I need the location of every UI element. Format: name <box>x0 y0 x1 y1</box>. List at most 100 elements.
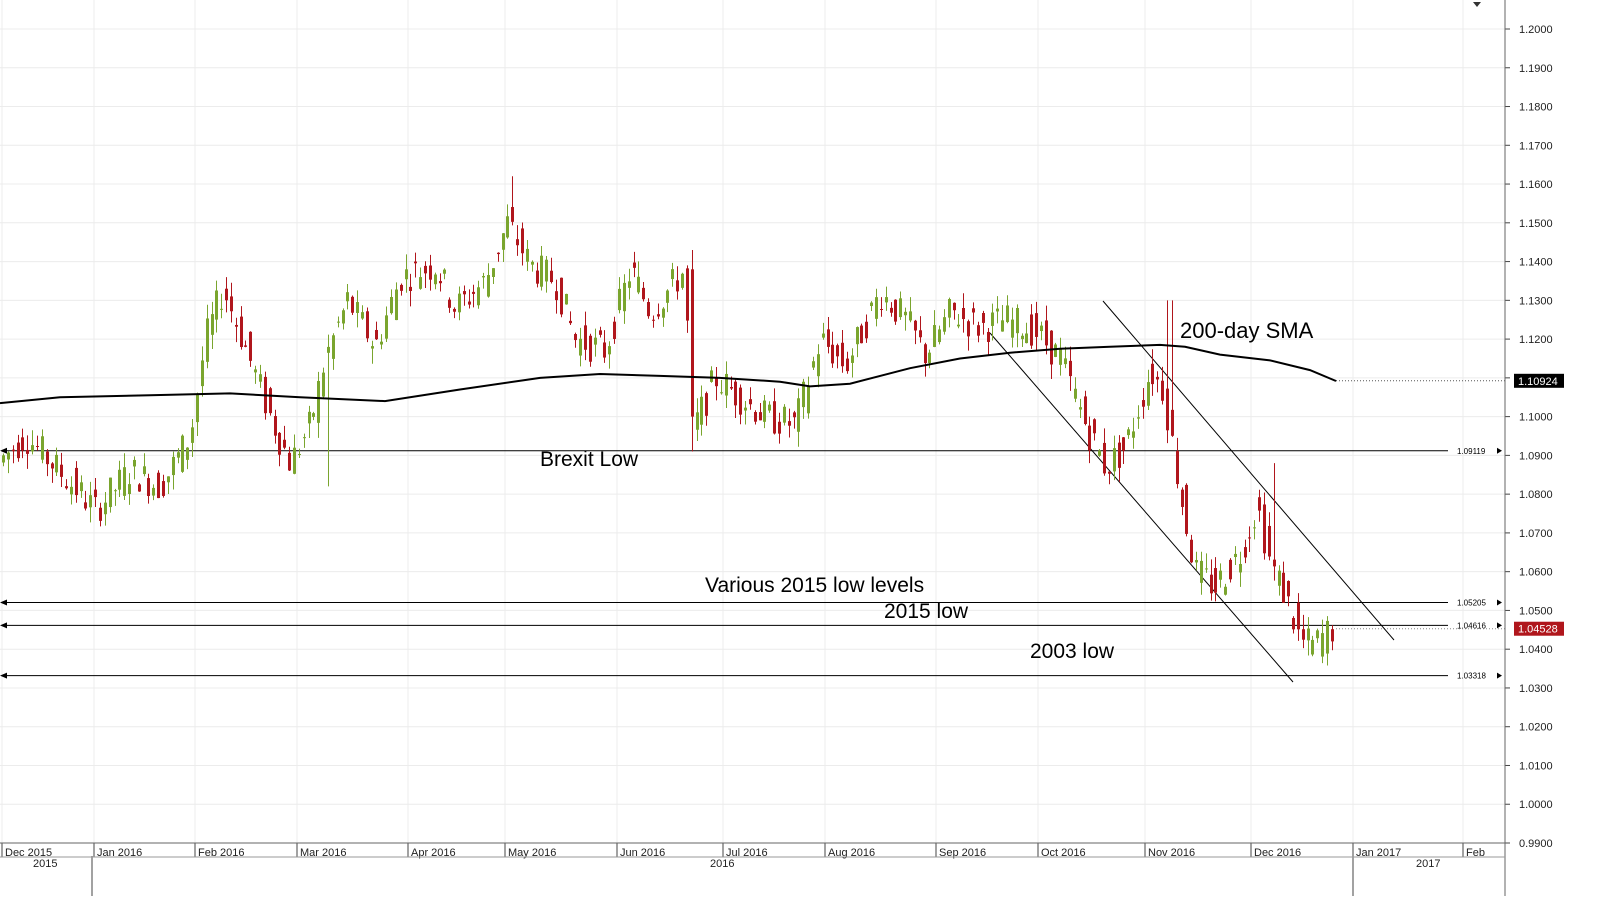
candle-body <box>235 324 238 327</box>
candle-body <box>797 398 800 432</box>
sma-price-tag <box>1514 373 1564 388</box>
candle-body <box>1050 330 1053 365</box>
candle-body <box>977 325 980 336</box>
candle-body <box>574 334 577 341</box>
candle-body <box>710 370 713 382</box>
candle-body <box>206 318 209 362</box>
candle-body <box>754 412 757 422</box>
candle-body <box>545 259 548 282</box>
candle-body <box>147 478 150 496</box>
candle-body <box>928 352 931 364</box>
candle-body <box>865 321 868 339</box>
x-tick-label: Apr 2016 <box>411 847 456 859</box>
y-tick-label: 1.0100 <box>1519 760 1553 772</box>
candle-body <box>991 312 994 326</box>
candle-body <box>696 412 699 430</box>
candle-body <box>70 486 73 495</box>
candle-body <box>385 315 388 339</box>
candle-body <box>603 342 606 358</box>
candle-body <box>167 476 170 483</box>
candle-body <box>1030 314 1033 346</box>
candle-body <box>152 487 155 496</box>
candle-body <box>1181 489 1184 507</box>
candle-body <box>487 275 490 297</box>
candle-body <box>1118 442 1121 468</box>
candle-body <box>1113 448 1116 472</box>
x-tick-label: Feb <box>1466 847 1485 859</box>
candle-body <box>123 467 126 496</box>
level-arrow-left <box>0 672 7 679</box>
candle-body <box>778 421 781 434</box>
candle-body <box>1307 628 1310 641</box>
candle-body <box>1132 431 1135 438</box>
candle-body <box>177 452 180 458</box>
candle-body <box>288 452 291 471</box>
candle-body <box>662 308 665 318</box>
candle-body <box>12 449 15 452</box>
candle-body <box>1021 335 1024 340</box>
candle-body <box>671 269 674 280</box>
candle-body <box>730 386 733 389</box>
candle-body <box>856 327 859 345</box>
candle-body <box>1210 574 1213 594</box>
candle-body <box>1059 349 1062 365</box>
candle-body <box>599 330 602 335</box>
candle-body <box>705 393 708 416</box>
candle-body <box>1151 363 1154 385</box>
chevron-down-icon[interactable] <box>1470 0 1484 10</box>
candle-body <box>1311 639 1314 655</box>
candle-body <box>647 302 650 317</box>
candle-body <box>1258 497 1261 511</box>
candle-body <box>870 302 873 307</box>
candle-body <box>1161 380 1164 401</box>
candle-body <box>497 252 500 255</box>
level-arrow-left <box>0 622 7 629</box>
candle-body <box>371 346 374 349</box>
candle-body <box>201 360 204 387</box>
candle-body <box>395 289 398 321</box>
candle-body <box>1171 409 1174 436</box>
candle-body <box>899 298 902 318</box>
candle-body <box>773 401 776 434</box>
candle-body <box>259 374 262 382</box>
candle-body <box>157 472 160 499</box>
candle-body <box>405 269 408 280</box>
candle-body <box>317 380 320 423</box>
candle-body <box>1195 559 1198 563</box>
candle-body <box>1248 537 1251 539</box>
candles-layer <box>2 176 1334 666</box>
candle-body <box>734 381 737 406</box>
candle-body <box>1166 388 1169 431</box>
candle-body <box>1263 504 1266 554</box>
candle-body <box>526 248 529 262</box>
level-arrow-right <box>1497 672 1502 679</box>
candle-body <box>1287 580 1290 597</box>
candle-body <box>948 299 951 318</box>
candle-body <box>633 262 636 268</box>
candle-body <box>565 293 568 305</box>
level-arrow-left <box>0 447 7 454</box>
y-tick-label: 1.0800 <box>1519 489 1553 501</box>
candle-body <box>7 452 10 460</box>
y-tick-label: 1.0000 <box>1519 799 1553 811</box>
candle-body <box>768 404 771 411</box>
candle-body <box>909 311 912 321</box>
channel-upper-line <box>1102 300 1395 641</box>
candle-body <box>293 447 296 474</box>
annotation-layer: 200-day SMA Brexit Low Various 2015 low … <box>540 318 1314 663</box>
candle-body <box>337 321 340 323</box>
candle-body <box>424 265 427 274</box>
candle-body <box>807 385 810 414</box>
candle-body <box>1006 305 1009 323</box>
candle-body <box>550 270 553 283</box>
level-arrow-left <box>0 599 7 606</box>
x-tick-label: Mar 2016 <box>300 847 346 859</box>
level-arrow-right <box>1497 622 1502 629</box>
levels-layer: 1.09119 1.05205 1.04616 1.03318 <box>0 380 1505 681</box>
candle-body <box>686 268 689 321</box>
candle-body <box>308 411 311 424</box>
candle-body <box>938 329 941 343</box>
y-tick-label: 1.1400 <box>1519 257 1553 269</box>
